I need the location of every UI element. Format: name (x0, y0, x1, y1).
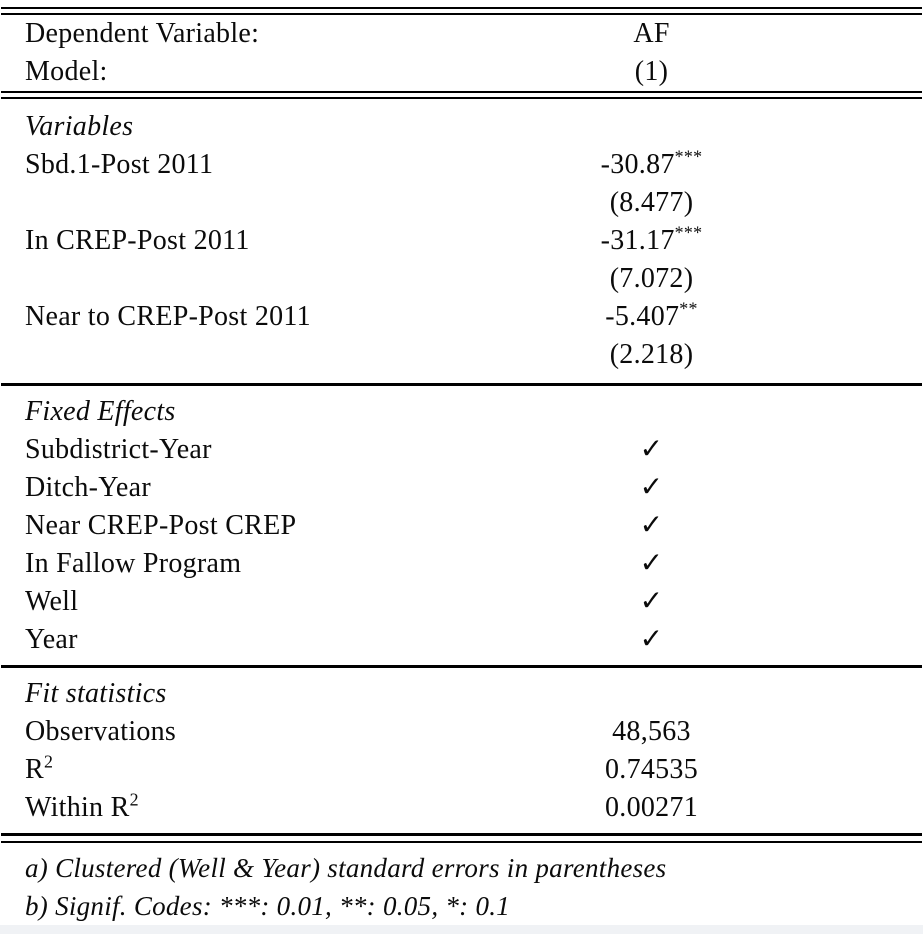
section-rule (1, 665, 922, 668)
empty-label (0, 184, 380, 222)
fixed-effects-section: Fixed Effects Subdistrict-Year ✓ Ditch-Y… (0, 386, 923, 665)
coefficient-value: -5.407** (380, 298, 923, 336)
significance-stars: *** (674, 222, 703, 243)
coefficient-row: Near to CREP-Post 2011 -5.407** (0, 298, 923, 336)
footnote-significance-codes: b) Signif. Codes: ***: 0.01, **: 0.05, *… (25, 891, 511, 921)
r-squared-label: R2 (0, 751, 380, 789)
fixed-effect-row: Ditch-Year ✓ (0, 469, 923, 507)
window-bottom-strip (0, 925, 923, 934)
fixed-effect-row: Year ✓ (0, 621, 923, 659)
checkmark-icon: ✓ (639, 434, 664, 465)
fixed-effect-label: Ditch-Year (25, 472, 151, 503)
fixed-effect-row: Near CREP-Post CREP ✓ (0, 507, 923, 545)
standard-error-row: (2.218) (0, 336, 923, 374)
fit-statistic-row: R2 0.74535 (0, 751, 923, 789)
header-double-rule (1, 91, 922, 99)
checkmark-icon: ✓ (639, 510, 664, 541)
model-number: (1) (634, 56, 669, 87)
fixed-effect-row: Subdistrict-Year ✓ (0, 431, 923, 469)
coefficient: -31.17 (600, 225, 675, 256)
dependent-variable-label: Dependent Variable: (25, 18, 260, 49)
model-row: Model: (1) (0, 53, 923, 91)
within-r-squared-superscript: 2 (129, 789, 139, 810)
fixed-effect-label: Near CREP-Post CREP (25, 510, 297, 541)
coefficient-value: -30.87*** (380, 146, 923, 184)
fit-statistics-section: Fit statistics Observations 48,563 R2 0.… (0, 668, 923, 833)
fit-statistics-section-title: Fit statistics (25, 678, 167, 709)
variables-section-title: Variables (25, 111, 134, 142)
fixed-effect-label: In Fallow Program (25, 548, 242, 579)
within-r-squared-label: Within R2 (0, 789, 380, 827)
coefficient-value: -31.17*** (380, 222, 923, 260)
standard-error-value: (2.218) (609, 339, 694, 370)
r-squared-label-base: R (25, 754, 44, 785)
coefficient: -30.87 (600, 149, 675, 180)
empty-label (0, 336, 380, 374)
top-double-rule (1, 7, 922, 15)
fit-statistic-row: Within R2 0.00271 (0, 789, 923, 827)
fixed-effects-section-title: Fixed Effects (25, 396, 176, 427)
checkmark-icon: ✓ (639, 624, 664, 655)
fixed-effect-label: Well (25, 586, 79, 617)
table-header-section: Dependent Variable: AF Model: (1) (0, 15, 923, 91)
standard-error-row: (7.072) (0, 260, 923, 298)
r-squared-value: 0.74535 (605, 754, 698, 785)
observations-label: Observations (25, 716, 177, 747)
within-r-squared-label-base: Within R (25, 792, 130, 823)
observations-value: 48,563 (612, 716, 691, 747)
section-rule (1, 383, 922, 386)
coefficient-row: Sbd.1-Post 2011 -30.87*** (0, 146, 923, 184)
model-label: Model: (25, 56, 108, 87)
significance-stars: ** (679, 298, 698, 319)
variable-label: In CREP-Post 2011 (25, 225, 250, 256)
dependent-variable-row: Dependent Variable: AF (0, 15, 923, 53)
coefficient: -5.407 (605, 301, 680, 332)
checkmark-icon: ✓ (639, 586, 664, 617)
variables-section: Variables Sbd.1-Post 2011 -30.87*** (8.4… (0, 99, 923, 383)
r-squared-superscript: 2 (43, 751, 54, 772)
bottom-double-rule (1, 833, 922, 843)
fixed-effect-label: Year (25, 624, 78, 655)
footnotes-section: a) Clustered (Well & Year) standard erro… (0, 843, 923, 925)
fixed-effect-label: Subdistrict-Year (25, 434, 212, 465)
variable-label: Near to CREP-Post 2011 (25, 301, 311, 332)
standard-error-value: (8.477) (609, 187, 694, 218)
checkmark-icon: ✓ (639, 472, 664, 503)
standard-error-row: (8.477) (0, 184, 923, 222)
fit-statistic-row: Observations 48,563 (0, 713, 923, 751)
footnote-clustered-se: a) Clustered (Well & Year) standard erro… (25, 853, 667, 883)
dependent-variable-value: AF (633, 18, 670, 49)
fixed-effect-row: In Fallow Program ✓ (0, 545, 923, 583)
coefficient-row: In CREP-Post 2011 -31.17*** (0, 222, 923, 260)
checkmark-icon: ✓ (639, 548, 664, 579)
within-r-squared-value: 0.00271 (605, 792, 698, 823)
empty-label (0, 260, 380, 298)
variable-label: Sbd.1-Post 2011 (25, 149, 214, 180)
significance-stars: *** (674, 146, 703, 167)
standard-error-value: (7.072) (609, 263, 694, 294)
fixed-effect-row: Well ✓ (0, 583, 923, 621)
